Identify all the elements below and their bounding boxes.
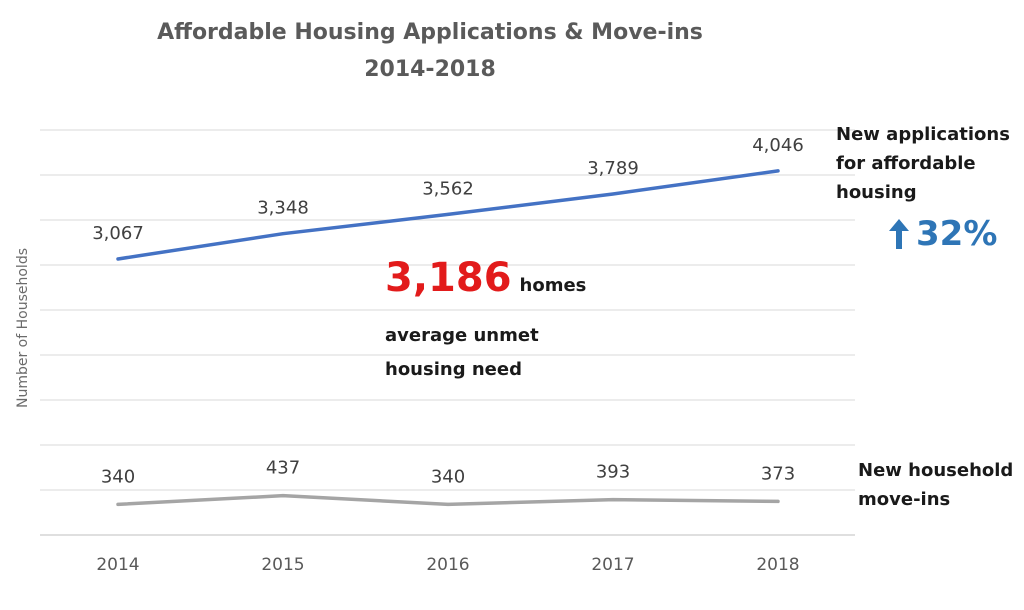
data-label: 373: [761, 463, 795, 484]
data-label: 3,789: [587, 158, 639, 179]
applications-change: 32%: [888, 214, 997, 254]
data-point: [446, 212, 450, 216]
data-point: [611, 192, 615, 196]
data-label: 340: [101, 466, 135, 487]
data-point: [611, 498, 615, 502]
data-point: [281, 232, 285, 236]
x-tick-label: 2016: [426, 555, 469, 575]
data-point: [776, 169, 780, 173]
up-arrow-icon: [889, 219, 909, 249]
moveins-series-label: New household move-ins: [858, 460, 1014, 510]
data-label: 437: [266, 458, 300, 479]
data-point: [116, 257, 120, 261]
chart-subtitle: 2014-2018: [364, 57, 496, 82]
unmet-need-value: 3,186: [385, 255, 512, 301]
data-point: [281, 494, 285, 498]
applications-series-label: New applications for affordable housing: [836, 124, 1010, 203]
unmet-need-unit: homes: [519, 275, 587, 296]
data-point: [116, 502, 120, 506]
data-point: [776, 499, 780, 503]
chart-title: Affordable Housing Applications & Move-i…: [157, 20, 703, 45]
x-tick-label: 2017: [591, 555, 634, 575]
x-tick-label: 2015: [261, 555, 304, 575]
data-label: 3,067: [92, 223, 144, 244]
data-label: 3,348: [257, 198, 309, 219]
data-label: 340: [431, 466, 465, 487]
data-label: 4,046: [752, 135, 804, 156]
applications-change-value: 32%: [916, 214, 998, 254]
data-label: 3,562: [422, 178, 474, 199]
data-label: 393: [596, 462, 630, 483]
x-tick-label: 2014: [96, 555, 139, 575]
unmet-need-description: average unmet housing need: [385, 325, 539, 380]
x-tick-label: 2018: [756, 555, 799, 575]
data-point: [446, 502, 450, 506]
unmet-need-callout: 3,186 homes average unmet housing need: [385, 255, 586, 387]
